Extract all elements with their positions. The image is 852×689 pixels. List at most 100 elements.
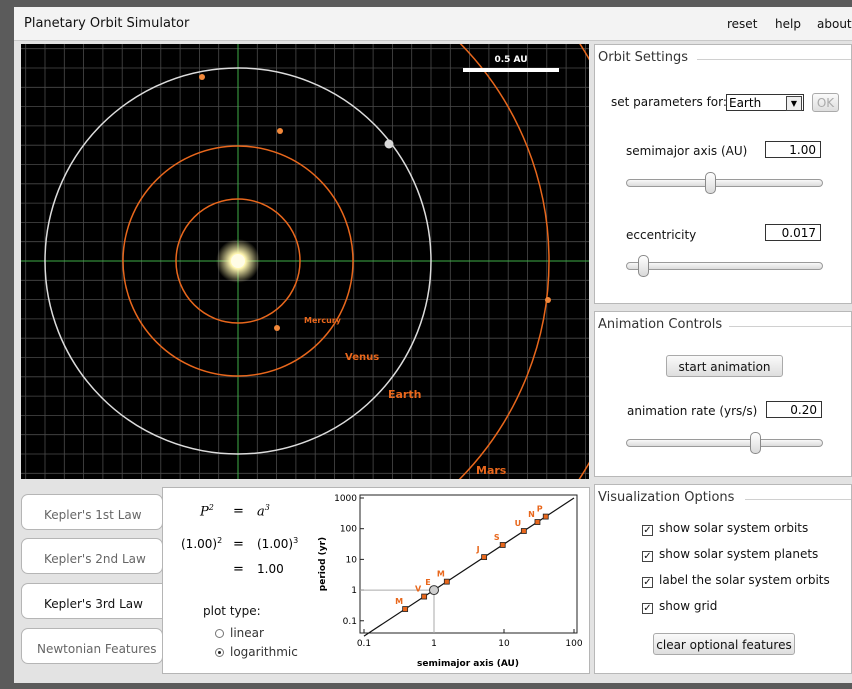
- equals-sign: =: [233, 537, 244, 552]
- equation-values-left: (1.00)2: [181, 536, 222, 551]
- plot-type-logarithmic-label: logarithmic: [230, 645, 298, 659]
- set-params-label: set parameters for:: [611, 95, 727, 109]
- planet-point: [443, 578, 450, 585]
- option-labels[interactable]: ✓ label the solar system orbits: [642, 573, 830, 588]
- start-animation-button[interactable]: start animation: [666, 355, 783, 377]
- divider: [729, 326, 851, 327]
- scale-label: 0.5 AU: [494, 55, 527, 65]
- checkbox-labels[interactable]: ✓: [642, 577, 653, 588]
- x-tick-label: 100: [565, 639, 582, 649]
- planet-point: [421, 593, 428, 600]
- earth-planet[interactable]: [384, 139, 394, 149]
- eq-p: P: [200, 504, 209, 520]
- equation-a: a3: [257, 503, 270, 519]
- tab-kepler-2nd-law[interactable]: Kepler's 2nd Law: [21, 538, 163, 574]
- reset-link[interactable]: reset: [727, 17, 758, 31]
- planet-point: [542, 513, 549, 520]
- mercury-orbit: [175, 198, 301, 324]
- mars-orbit: [458, 44, 550, 479]
- selected-planet-marker: [429, 585, 439, 596]
- equals-sign: =: [233, 562, 244, 577]
- planet-point-label: E: [425, 578, 430, 587]
- plot-type-linear[interactable]: linear: [215, 626, 264, 640]
- semimajor-label: semimajor axis (AU): [626, 144, 748, 158]
- planet-point: [520, 528, 527, 534]
- clear-optional-features-button[interactable]: clear optional features: [653, 633, 795, 655]
- plot-ticks: 0.1 1 10 100 1000 100 10 1 0.1: [334, 494, 583, 649]
- planet-point-label: M: [395, 597, 403, 606]
- y-axis-label: period (yr): [318, 537, 328, 591]
- semimajor-slider-track[interactable]: [626, 179, 823, 187]
- checkbox-grid[interactable]: ✓: [642, 603, 653, 614]
- planet-point-label: V: [415, 585, 422, 594]
- scale-bar: [463, 68, 559, 72]
- y-tick-label: 1000: [334, 494, 357, 504]
- plot-type-label: plot type:: [203, 604, 261, 618]
- x-axis-label: semimajor axis (AU): [417, 659, 519, 669]
- animation-rate-slider-track[interactable]: [626, 439, 823, 447]
- chevron-down-icon[interactable]: ▼: [786, 96, 802, 111]
- planet-point: [481, 554, 488, 561]
- option-orbits-label: show solar system orbits: [659, 521, 809, 535]
- tab-newtonian-features[interactable]: Newtonian Features: [21, 628, 163, 664]
- checkbox-planets[interactable]: ✓: [642, 551, 653, 562]
- equation-values-right: (1.00)3: [257, 536, 298, 551]
- animation-rate-slider-thumb[interactable]: [749, 432, 761, 454]
- y-tick-label: 10: [346, 555, 358, 565]
- divider: [697, 59, 851, 60]
- planet-point: [402, 606, 409, 612]
- tab-kepler-1st-law[interactable]: Kepler's 1st Law: [21, 494, 163, 530]
- option-grid[interactable]: ✓ show grid: [642, 599, 717, 614]
- radio-linear[interactable]: [215, 629, 224, 638]
- checkbox-orbits[interactable]: ✓: [642, 525, 653, 536]
- eccentricity-input[interactable]: 0.017: [765, 224, 821, 241]
- orbit-canvas[interactable]: Mercury Venus Earth Mars 0.5 AU: [21, 44, 589, 479]
- mars-label: Mars: [476, 464, 507, 477]
- x-tick-label: 10: [498, 639, 510, 649]
- y-tick-label: 0.1: [343, 617, 357, 627]
- planet-point-label: U: [515, 519, 522, 528]
- eccentricity-slider-track[interactable]: [626, 262, 823, 270]
- orbit-view[interactable]: Mercury Venus Earth Mars 0.5 AU: [21, 44, 589, 479]
- eccentricity-slider-thumb[interactable]: [638, 255, 649, 277]
- planet-point-label: P: [537, 505, 543, 514]
- option-planets[interactable]: ✓ show solar system planets: [642, 547, 818, 562]
- divider: [745, 499, 851, 500]
- planet-point: [534, 519, 541, 525]
- app-title: Planetary Orbit Simulator: [24, 16, 190, 31]
- animation-controls-title: Animation Controls: [598, 317, 729, 332]
- plot-frame: [359, 494, 578, 634]
- mercury-label: Mercury: [304, 316, 342, 325]
- option-orbits[interactable]: ✓ show solar system orbits: [642, 521, 808, 536]
- eq-period-exp: 2: [217, 536, 223, 545]
- eq-axis-value: (1.00): [257, 537, 294, 551]
- plot-type-logarithmic[interactable]: logarithmic: [215, 645, 298, 659]
- y-tick-label: 100: [340, 525, 357, 535]
- radio-logarithmic[interactable]: [215, 648, 224, 657]
- option-labels-label: label the solar system orbits: [659, 573, 830, 587]
- animation-controls-panel: Animation Controls: [594, 311, 852, 477]
- eq-period-value: (1.00): [181, 537, 218, 551]
- help-link[interactable]: help: [775, 17, 801, 31]
- semimajor-slider-thumb[interactable]: [704, 172, 716, 194]
- planet-point: [499, 542, 506, 548]
- eq-a-exp: 3: [264, 503, 270, 512]
- mercury-planet: [274, 325, 280, 331]
- animation-rate-input[interactable]: 0.20: [766, 401, 822, 418]
- tab-kepler-3rd-law[interactable]: Kepler's 3rd Law: [21, 583, 167, 619]
- planet-point-label: N: [528, 510, 535, 519]
- earth-orbit[interactable]: [44, 67, 432, 455]
- planet-select-value: Earth: [729, 96, 762, 110]
- planet-point-label: M: [437, 570, 445, 579]
- mars-planet: [545, 297, 551, 303]
- eq-axis-exp: 3: [293, 536, 299, 545]
- planet-select[interactable]: Earth ▼: [726, 94, 804, 111]
- semimajor-input[interactable]: 1.00: [765, 141, 821, 158]
- y-tick-label: 1: [351, 586, 357, 596]
- plot-type-linear-label: linear: [230, 626, 264, 640]
- visualization-options-title: Visualization Options: [598, 490, 741, 505]
- about-link[interactable]: about: [817, 17, 852, 31]
- planet-point-label: J: [476, 545, 480, 554]
- ok-button[interactable]: OK: [812, 93, 839, 112]
